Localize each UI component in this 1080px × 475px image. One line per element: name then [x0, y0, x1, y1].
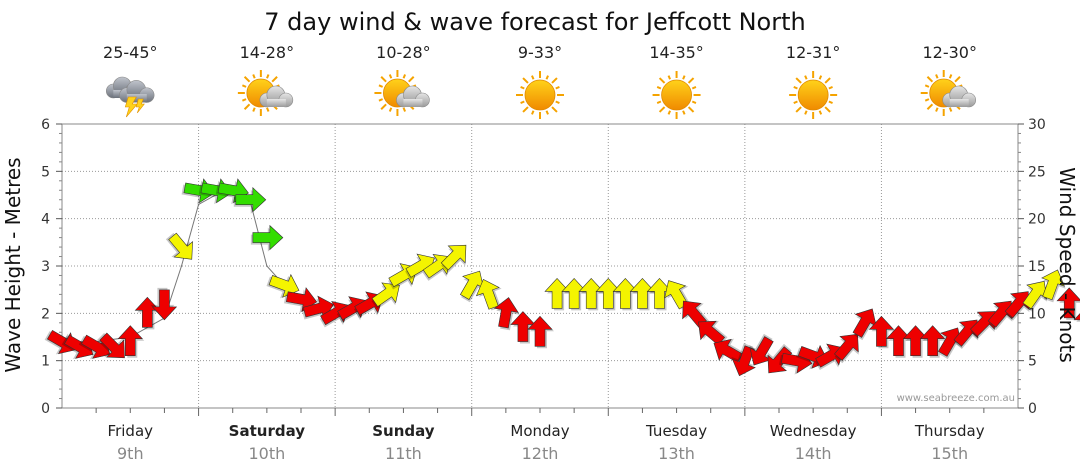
sun-cloud-icon	[920, 70, 977, 116]
day-date-wednesday: 14th	[795, 444, 832, 463]
wind-arrow	[1022, 280, 1048, 312]
wind-arrow	[868, 315, 896, 349]
weather-icons-row	[105, 70, 977, 119]
wave-height-point	[197, 203, 200, 206]
sun-icon	[516, 71, 564, 119]
wind-arrow	[544, 277, 572, 311]
y-axis-left-label: Wave Height - Metres	[1, 157, 25, 372]
wave-height-point	[180, 265, 183, 267]
wind-arrow	[371, 282, 400, 310]
wind-arrow	[731, 343, 756, 377]
wind-arrow	[713, 338, 746, 363]
y-right-tick-label: 30	[1028, 117, 1046, 133]
chart-axes: 0 1 2 3 4 5 6 0 5 10 15 20 25 30	[41, 117, 1046, 417]
wind-arrow	[902, 325, 930, 358]
day-date-saturday: 10th	[248, 444, 285, 463]
wind-arrow	[475, 278, 502, 311]
day-date-tuesday: 13th	[658, 444, 695, 463]
y-left-tick-label: 1	[41, 354, 50, 370]
temperature-row: 25-45° 14-28° 10-28° 9-33° 14-35° 12-31° 12-30…	[103, 43, 977, 62]
wind-arrow	[629, 277, 657, 311]
y-left-tick-label: 3	[41, 259, 50, 275]
storm-cloud-icon	[105, 76, 155, 118]
temperature-tuesday: 14-35°	[649, 43, 704, 62]
temperature-friday: 25-45°	[103, 43, 158, 62]
wind-arrow	[919, 325, 947, 358]
wind-arrow	[527, 315, 554, 349]
wind-arrow	[749, 333, 774, 366]
temperature-sunday: 10-28°	[376, 43, 431, 62]
wind-arrow	[595, 277, 623, 311]
wind-arrow	[834, 333, 859, 364]
y-axis-right-label: Wind Speed - Knots	[1055, 167, 1079, 363]
y-left-tick-label: 0	[41, 401, 50, 417]
day-date-friday: 9th	[117, 444, 144, 463]
wind-arrow	[96, 332, 125, 359]
wind-arrow	[1041, 269, 1066, 303]
sun-cloud-icon	[374, 70, 430, 116]
temperature-thursday: 12-30°	[922, 43, 977, 62]
credit-text: www.seabreeze.com.au	[897, 393, 1015, 404]
chart-grid	[62, 124, 1018, 408]
y-left-tick-label: 6	[41, 117, 50, 133]
wind-arrow	[493, 297, 520, 331]
day-date-thursday: 15th	[931, 444, 968, 463]
wind-arrow	[561, 277, 589, 311]
sun-icon	[652, 71, 701, 119]
y-right-tick-label: 25	[1028, 164, 1046, 180]
y-left-tick-label: 2	[41, 306, 50, 322]
day-date-monday: 12th	[522, 444, 559, 463]
temperature-saturday: 14-28°	[240, 43, 295, 62]
wind-arrow	[165, 232, 193, 260]
wind-arrow	[1073, 313, 1080, 322]
y-left-tick-label: 4	[41, 212, 50, 228]
wind-arrow	[1004, 291, 1030, 321]
wind-arrow	[767, 343, 793, 374]
sun-cloud-icon	[237, 70, 294, 116]
y-right-tick-label: 10	[1028, 306, 1046, 322]
y-right-tick-label: 20	[1028, 212, 1046, 228]
day-name-sunday: Sunday	[372, 422, 435, 440]
wave-height-point	[266, 265, 268, 267]
wind-arrow	[117, 325, 145, 358]
day-date-sunday: 11th	[385, 444, 422, 463]
day-name-wednesday: Wednesday	[770, 422, 857, 440]
sun-icon	[789, 71, 838, 119]
day-name-friday: Friday	[108, 422, 154, 440]
day-name-saturday: Saturday	[229, 422, 306, 440]
y-right-tick-label: 0	[1028, 401, 1037, 417]
day-name-tuesday: Tuesday	[645, 422, 707, 440]
day-name-thursday: Thursday	[914, 422, 985, 440]
wave-height-line	[62, 194, 302, 343]
day-name-monday: Monday	[510, 422, 569, 440]
wind-arrow	[459, 270, 485, 303]
y-right-tick-label: 5	[1028, 354, 1037, 370]
chart-title: 7 day wind & wave forecast for Jeffcott …	[264, 8, 805, 36]
y-left-tick-label: 5	[41, 164, 50, 180]
wind-arrow	[233, 187, 267, 214]
temperature-monday: 9-33°	[518, 43, 562, 62]
wind-speed-series	[44, 178, 1080, 377]
wind-arrow	[578, 277, 606, 311]
wind-arrow	[250, 224, 284, 252]
wind-arrow	[440, 244, 467, 273]
wind-arrow	[150, 287, 178, 321]
wind-arrow	[612, 277, 640, 311]
day-labels-row: Friday 9th Saturday 10th Sunday 11th Monday 12t…	[108, 422, 985, 463]
temperature-wednesday: 12-31°	[786, 43, 841, 62]
wave-height-series	[61, 194, 302, 343]
y-right-tick-label: 15	[1028, 259, 1046, 275]
wind-arrow	[1056, 287, 1080, 320]
